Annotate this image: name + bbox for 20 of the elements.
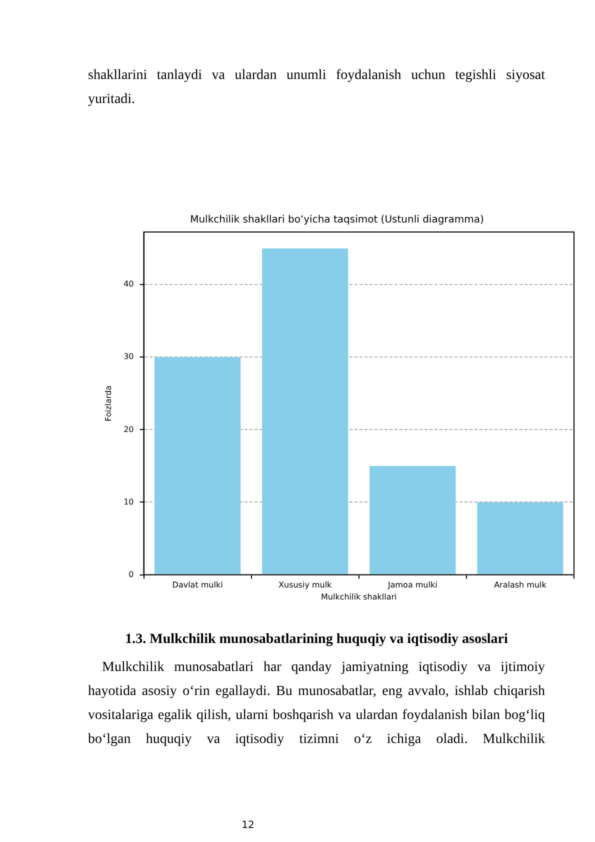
text: 1.3. Mulkchilik munosabatlarining huquqiy va iqtisodiy asoslari <box>124 631 509 649</box>
y-tick-label: 20 <box>124 424 134 434</box>
x-tick-label: Jamoa mulki <box>386 580 438 590</box>
y-tick-label: 30 <box>124 352 134 362</box>
y-tick-label: 0 <box>128 570 134 579</box>
bar <box>477 502 564 574</box>
text: shakllarini tanlaydi va ulardan unumli foydalanish uchun tegishli siyosat yuritadi. <box>88 67 545 109</box>
bar <box>154 357 241 574</box>
text: 12 <box>240 819 256 833</box>
x-tick-label: Aralash mulk <box>494 580 547 590</box>
x-tick-label: Davlat mulki <box>172 580 223 590</box>
bar <box>262 248 348 574</box>
x-axis-title: Mulkchilik shakllari <box>321 592 397 602</box>
y-axis-title: Foizlarda <box>104 385 113 422</box>
y-tick-label: 10 <box>124 497 134 506</box>
bar <box>370 466 456 574</box>
y-tick-label: 40 <box>124 280 134 289</box>
text: Mulkchilik munosabatlari har qanday jamiyatning iqtisodiy va ijtimoiy hayotida asosiy o‘rin egallaydi. Bu munosabatlar, eng avvalo, ishlab chiqarish vositalariga egalik qilish, ularni boshqarish va ulardan foydalanish bilan bog‘liq bo‘lgan huquqiy va iqtisodiy tizimni o‘z ichiga oladi. Mulkchilik <box>88 659 545 749</box>
chart-title: Mulkchilik shakllari bo‘yicha taqsimot (Ustunli diagramma) <box>190 214 484 226</box>
x-tick-label: Xususiy mulk <box>278 580 332 590</box>
